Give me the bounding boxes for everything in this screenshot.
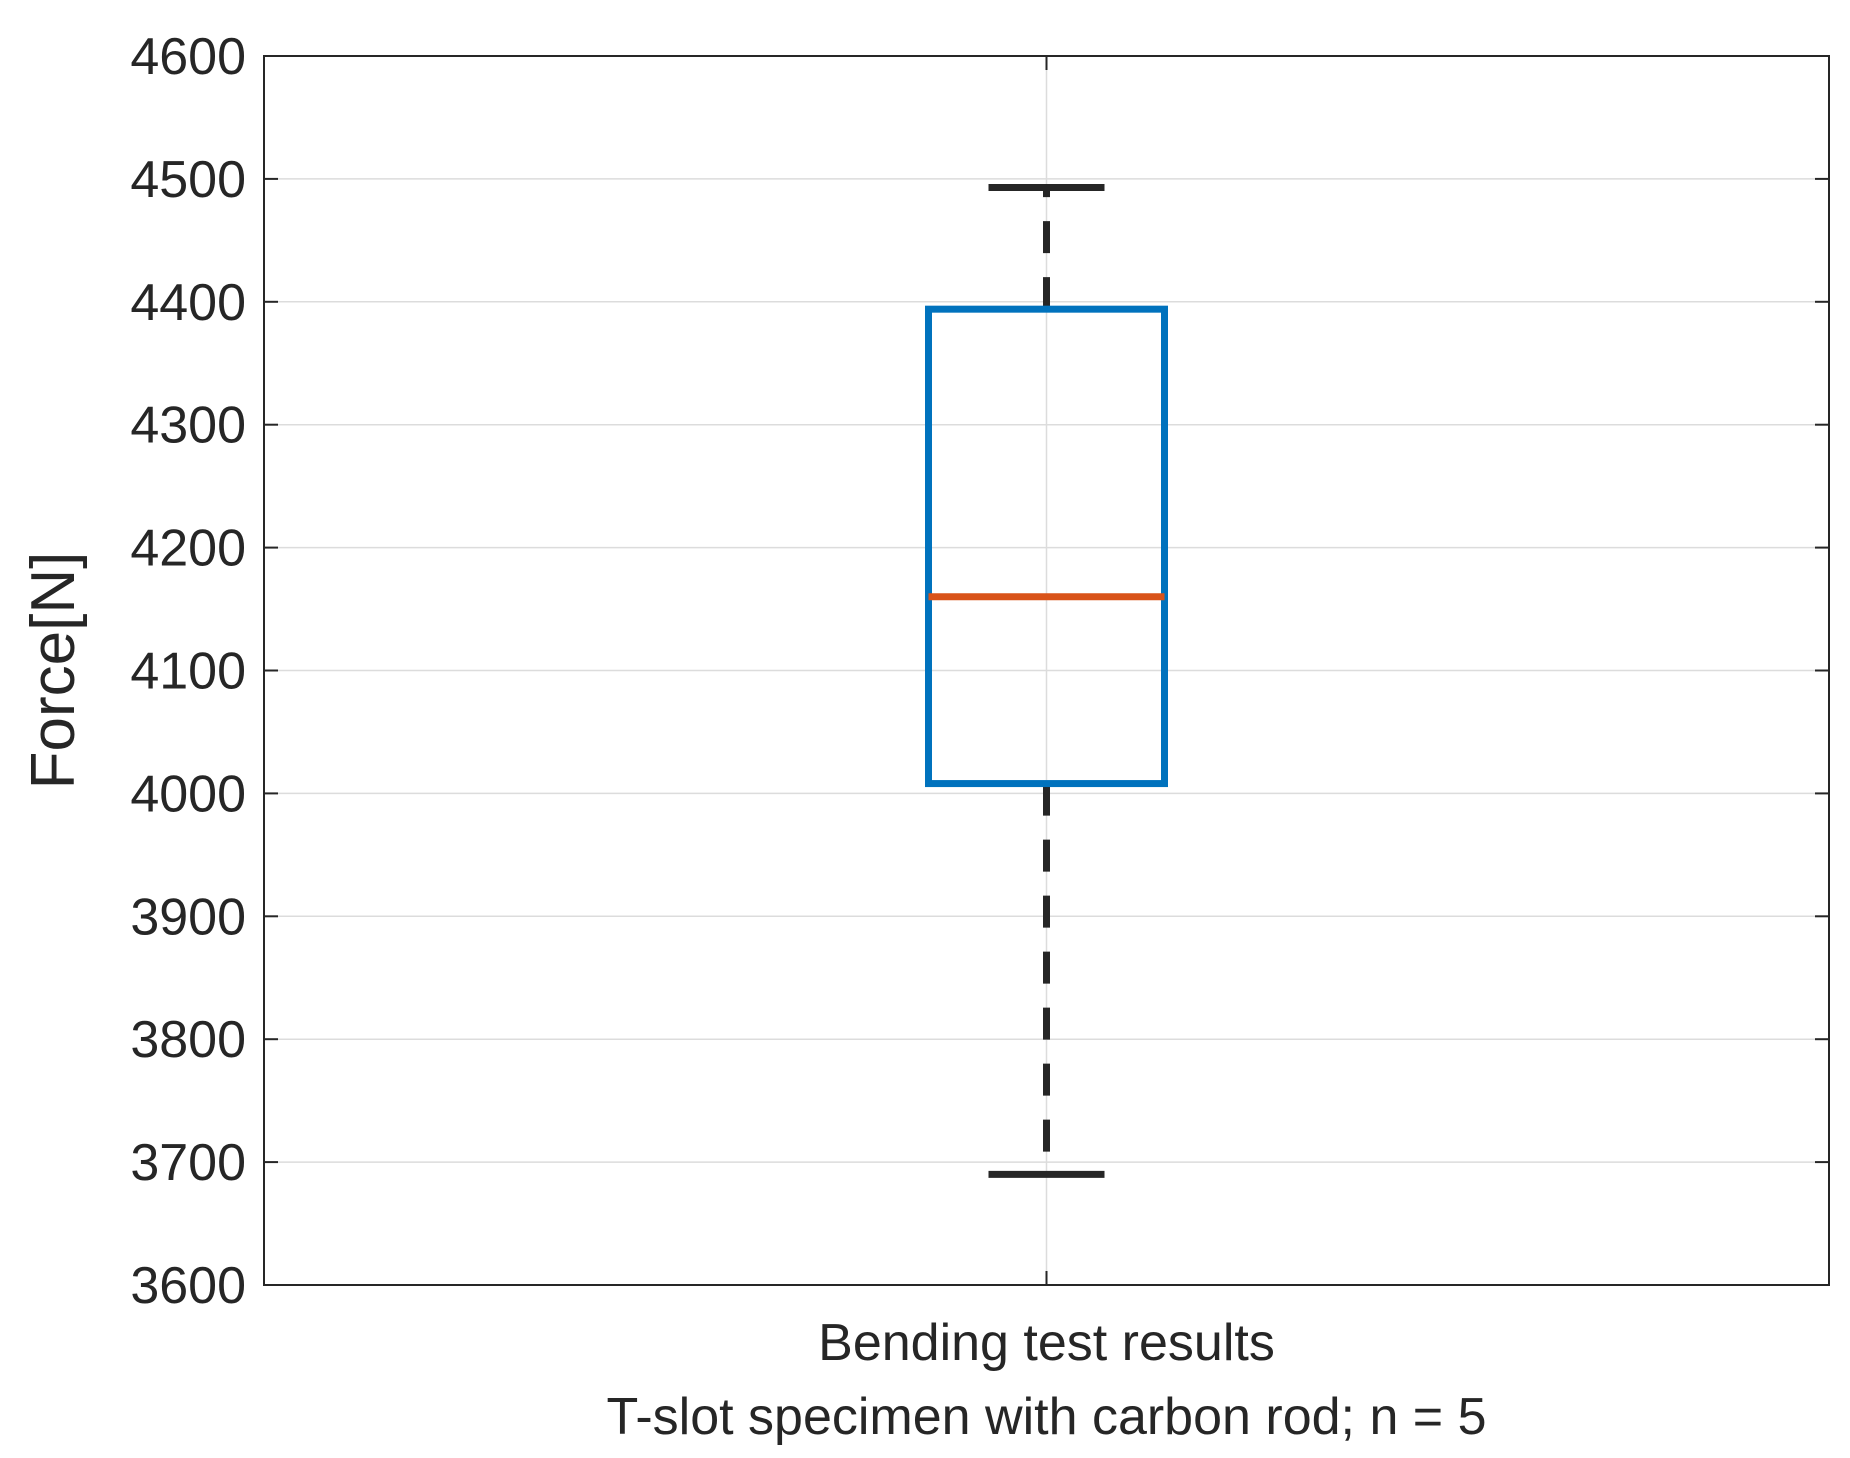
y-tick-label: 4100 xyxy=(130,643,246,701)
y-tick-label: 3700 xyxy=(130,1134,246,1192)
y-tick-label: 4500 xyxy=(130,151,246,209)
y-axis-label: Force[N] xyxy=(19,552,88,790)
y-tick-label: 4000 xyxy=(130,765,246,823)
y-tick-label: 3900 xyxy=(130,888,246,946)
y-tick-label: 4600 xyxy=(130,28,246,86)
y-tick-label: 3800 xyxy=(130,1011,246,1069)
y-tick-label: 4200 xyxy=(130,520,246,578)
box-plot xyxy=(925,184,1168,1178)
y-tick-label: 3600 xyxy=(130,1257,246,1315)
x-axis-label-line-1: Bending test results xyxy=(818,1314,1275,1372)
y-tick-labels: 3600 3700 3800 3900 4000 4100 4200 4300 4400 4500… xyxy=(130,28,246,1315)
axes-frame xyxy=(263,55,1830,1286)
x-axis-label-line-2: T-slot specimen with carbon rod; n = 5 xyxy=(606,1388,1486,1446)
y-tick-label: 4300 xyxy=(130,397,246,455)
interquartile-box xyxy=(925,305,1168,788)
y-tick-label: 4400 xyxy=(130,274,246,332)
